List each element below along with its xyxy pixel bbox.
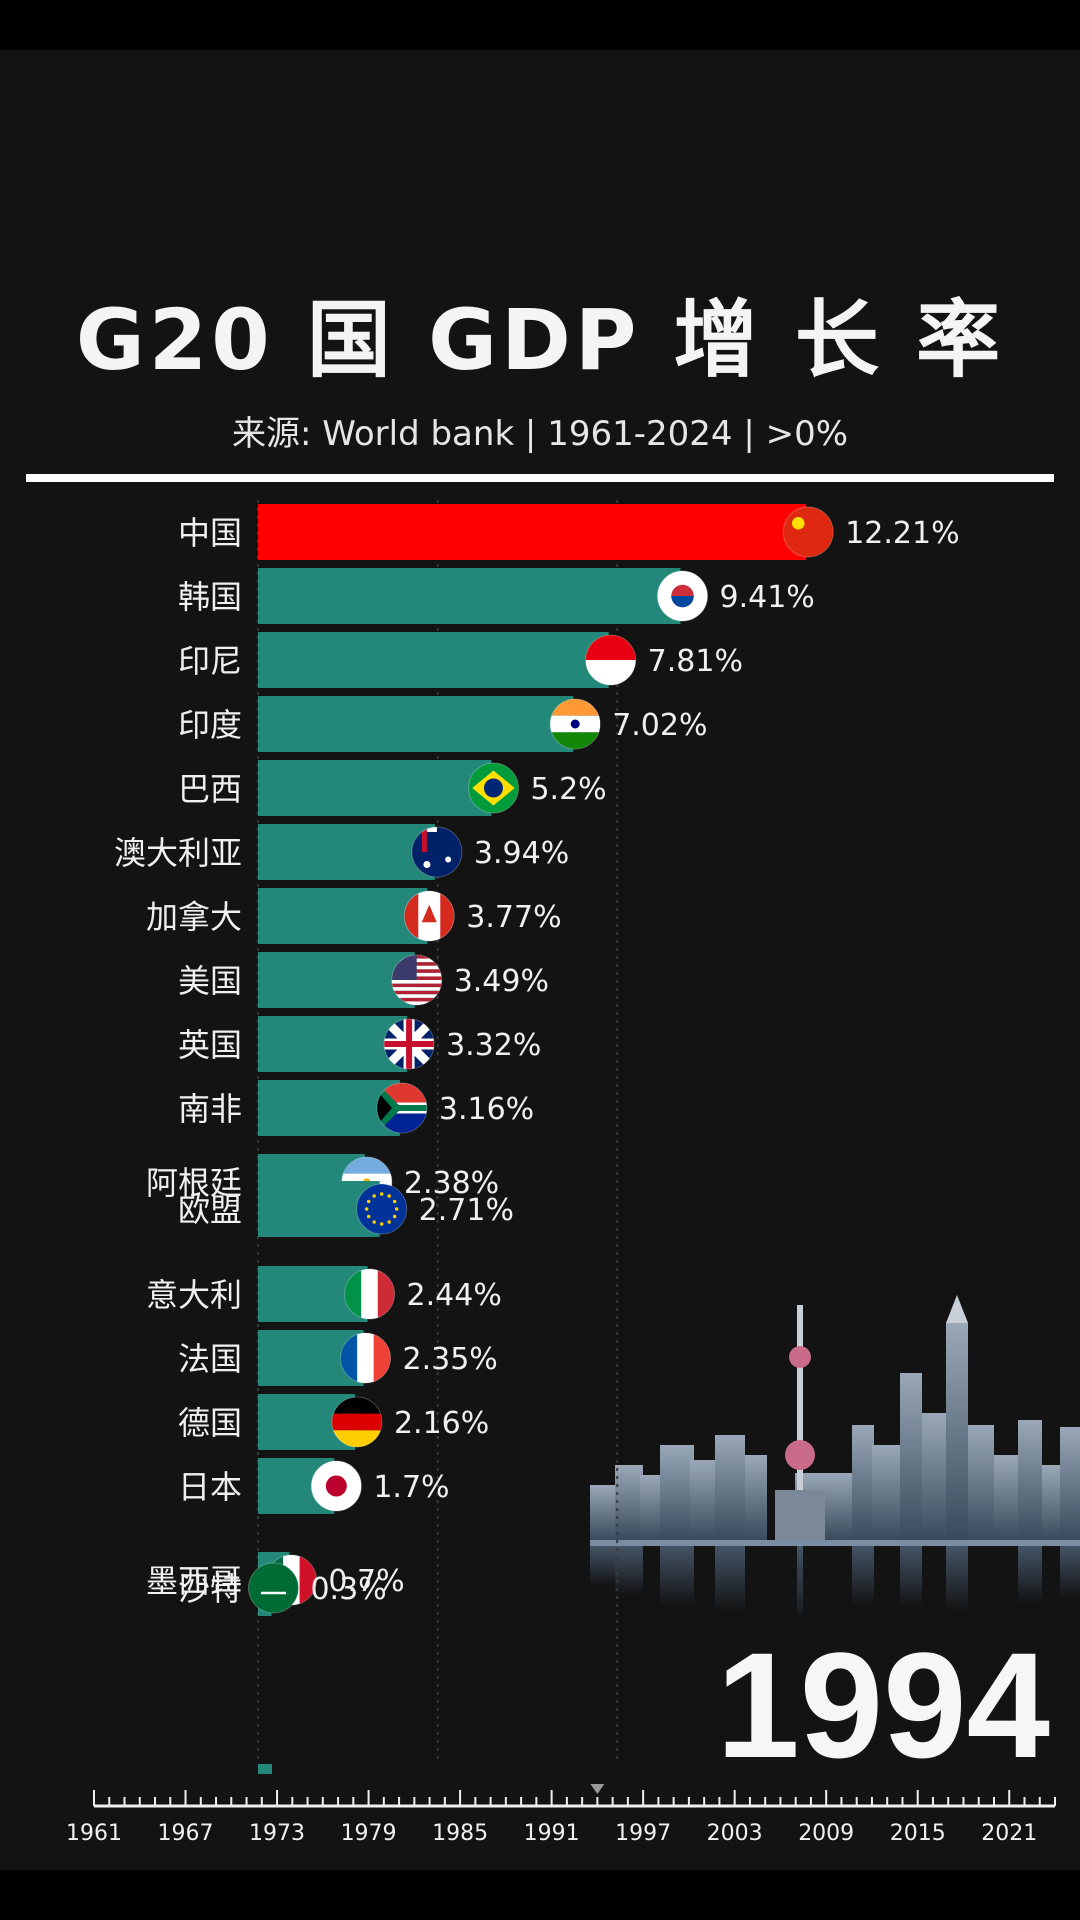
bar-row: 巴西 5.2%	[178, 760, 607, 816]
bar	[258, 888, 428, 944]
timeline-tick-label: 1979	[341, 1821, 397, 1846]
bar-row: 韩国 9.41%	[178, 568, 815, 624]
country-label: 意大利	[146, 1276, 242, 1314]
timeline-tick-label: 2021	[981, 1821, 1037, 1846]
bar-row: 澳大利亚 3.94%	[114, 824, 569, 880]
country-label: 欧盟	[178, 1191, 242, 1229]
bar-row: 日本 1.7%	[178, 1458, 450, 1514]
timeline-tick-label: 1997	[615, 1821, 671, 1846]
value-label: 2.44%	[407, 1278, 502, 1313]
india-flag-icon	[549, 698, 601, 750]
country-label: 美国	[178, 962, 242, 1000]
australia-flag-icon	[411, 826, 463, 878]
country-label: 加拿大	[146, 898, 242, 936]
timeline-tick-label: 1961	[66, 1821, 122, 1846]
bar	[258, 696, 574, 752]
city-skyline-image	[590, 1295, 1080, 1615]
title-divider	[26, 474, 1054, 482]
country-label: 韩国	[178, 578, 242, 616]
timeline-tick-label: 1973	[249, 1821, 305, 1846]
timeline-tick-label: 1991	[524, 1821, 580, 1846]
value-label: 2.16%	[394, 1406, 489, 1441]
italy-flag-icon	[344, 1268, 396, 1320]
timeline-position-marker	[590, 1784, 605, 1794]
bar-row: 中国 12.21%	[178, 504, 960, 560]
value-label: 1.7%	[373, 1470, 449, 1505]
bar	[258, 952, 415, 1008]
country-label: 印尼	[178, 642, 242, 680]
country-label: 沙特	[178, 1570, 242, 1608]
value-label: 5.2%	[530, 772, 606, 807]
timeline-tick-label: 2015	[890, 1821, 946, 1846]
france-flag-icon	[340, 1332, 392, 1384]
country-label: 澳大利亚	[114, 834, 242, 872]
current-year-label: 1994	[716, 1621, 1050, 1789]
japan-flag-icon	[310, 1460, 362, 1512]
country-label: 日本	[178, 1468, 242, 1506]
bar	[258, 632, 609, 688]
bar-row: 加拿大 3.77%	[146, 888, 562, 944]
bar-row: 意大利 2.44%	[146, 1266, 502, 1322]
bar-row: 英国 3.32%	[178, 1016, 541, 1072]
value-label: 2.35%	[403, 1342, 498, 1377]
country-label: 阿根廷	[146, 1164, 242, 1202]
bar	[258, 1016, 408, 1072]
bar	[258, 1080, 400, 1136]
bar	[258, 760, 492, 816]
country-label: 巴西	[178, 770, 242, 808]
bar	[258, 504, 807, 560]
bar	[258, 824, 435, 880]
value-label: 2.38%	[404, 1166, 499, 1201]
country-label: 法国	[178, 1340, 242, 1378]
brazil-flag-icon	[467, 762, 519, 814]
bar	[258, 568, 681, 624]
country-label: 英国	[178, 1026, 242, 1064]
bar-row: 印尼 7.81%	[178, 632, 743, 688]
bar-row: 美国 3.49%	[178, 952, 549, 1008]
bar-row: 德国 2.16%	[178, 1394, 489, 1450]
country-label: 德国	[178, 1404, 242, 1442]
value-label: 9.41%	[720, 580, 815, 615]
incoming-bar	[258, 1764, 272, 1774]
indonesia-flag-icon	[585, 634, 637, 686]
value-label: 2.71%	[419, 1193, 514, 1228]
south-africa-flag-icon	[376, 1082, 428, 1134]
chart-subtitle: 来源: World bank | 1961-2024 | >0%	[231, 414, 849, 454]
germany-flag-icon	[331, 1396, 383, 1448]
value-label: 0.7%	[328, 1564, 404, 1599]
timeline-tick-label: 1967	[158, 1821, 214, 1846]
value-label: 3.16%	[439, 1092, 534, 1127]
value-label: 0.3%	[310, 1572, 386, 1607]
timeline-tick-label: 1985	[432, 1821, 488, 1846]
eu-flag-icon	[356, 1183, 408, 1235]
bar-row: 南非 3.16%	[178, 1080, 534, 1136]
country-label: 墨西哥	[146, 1562, 242, 1600]
bar-row: 法国 2.35%	[178, 1330, 498, 1386]
usa-flag-icon	[391, 954, 443, 1006]
timeline-tick-label: 2009	[798, 1821, 854, 1846]
china-flag-icon	[782, 506, 834, 558]
value-label: 7.81%	[648, 644, 743, 679]
bar-row: 印度 7.02%	[178, 696, 708, 752]
country-label: 中国	[178, 514, 242, 552]
timeline-tick-label: 2003	[707, 1821, 763, 1846]
south-korea-flag-icon	[657, 570, 709, 622]
country-label: 南非	[178, 1090, 242, 1128]
value-label: 3.77%	[466, 900, 561, 935]
value-label: 3.32%	[446, 1028, 541, 1063]
value-label: 7.02%	[612, 708, 707, 743]
value-label: 3.49%	[454, 964, 549, 999]
canada-flag-icon	[403, 890, 455, 942]
country-label: 印度	[178, 706, 242, 744]
saudi-flag-icon	[247, 1562, 299, 1614]
bar-row: 欧盟 2.71%	[178, 1181, 514, 1237]
uk-flag-icon	[383, 1018, 435, 1070]
chart-title: G20 国 GDP 增 长 率	[75, 291, 1005, 389]
value-label: 12.21%	[845, 516, 959, 551]
bar-row: 沙特 0.3%	[178, 1560, 387, 1616]
bottom-letterbox	[0, 1870, 1080, 1920]
value-label: 3.94%	[474, 836, 569, 871]
